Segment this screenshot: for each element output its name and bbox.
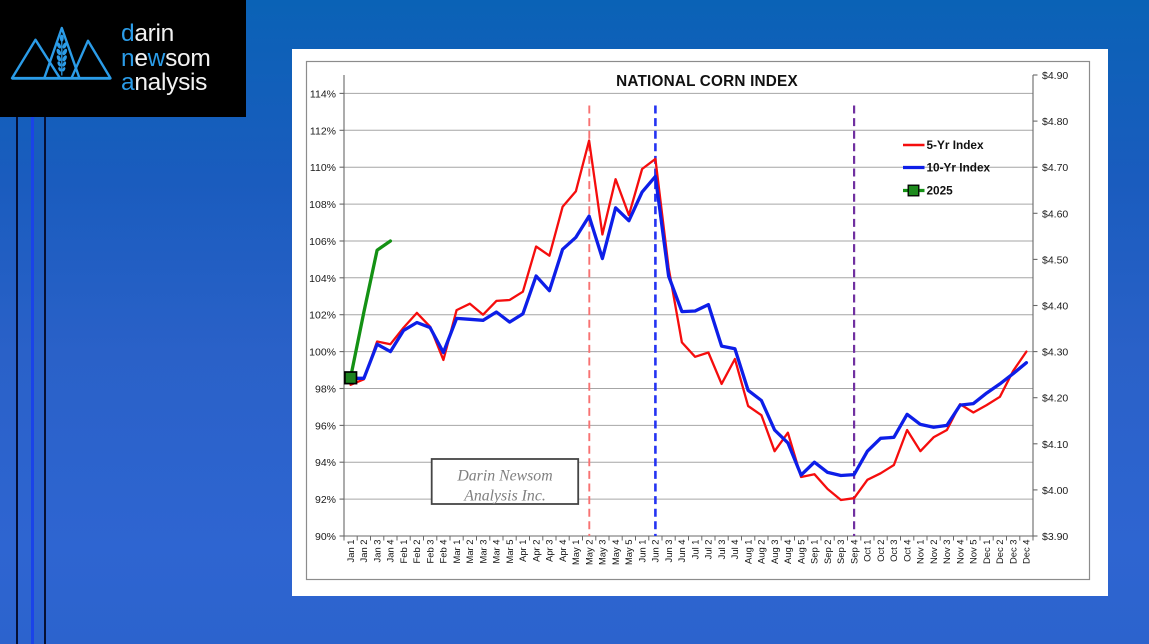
- svg-text:Jul 3: Jul 3: [716, 540, 727, 560]
- svg-text:$4.40: $4.40: [1042, 301, 1068, 313]
- svg-text:Sep 4: Sep 4: [848, 540, 859, 565]
- svg-text:Jun 2: Jun 2: [650, 540, 661, 563]
- svg-text:Jan 1: Jan 1: [345, 540, 356, 563]
- svg-text:2025: 2025: [927, 184, 954, 198]
- svg-text:$4.60: $4.60: [1042, 208, 1068, 220]
- svg-text:96%: 96%: [315, 420, 336, 432]
- svg-text:$4.10: $4.10: [1042, 439, 1068, 451]
- svg-text:Feb 4: Feb 4: [438, 540, 449, 564]
- svg-text:90%: 90%: [315, 531, 336, 543]
- svg-text:98%: 98%: [315, 384, 336, 396]
- svg-text:92%: 92%: [315, 494, 336, 506]
- svg-text:$4.80: $4.80: [1042, 116, 1068, 128]
- svg-text:106%: 106%: [309, 236, 336, 248]
- svg-text:Aug 1: Aug 1: [742, 540, 753, 565]
- svg-text:Sep 1: Sep 1: [809, 540, 820, 565]
- svg-text:Feb 3: Feb 3: [424, 540, 435, 564]
- svg-text:Jan 3: Jan 3: [371, 540, 382, 563]
- svg-text:Apr 3: Apr 3: [544, 540, 555, 562]
- svg-text:$4.00: $4.00: [1042, 485, 1068, 497]
- svg-text:Aug 5: Aug 5: [795, 540, 806, 565]
- svg-text:Oct 4: Oct 4: [901, 540, 912, 562]
- svg-text:$3.90: $3.90: [1042, 531, 1068, 543]
- svg-text:Nov 2: Nov 2: [928, 540, 939, 565]
- svg-text:108%: 108%: [309, 199, 336, 211]
- svg-text:112%: 112%: [310, 125, 336, 137]
- svg-text:May 4: May 4: [610, 540, 621, 566]
- svg-text:Sep 3: Sep 3: [835, 540, 846, 565]
- svg-text:May 1: May 1: [570, 540, 581, 566]
- svg-text:$4.30: $4.30: [1042, 347, 1068, 359]
- svg-text:Aug 4: Aug 4: [782, 540, 793, 565]
- svg-text:Jul 1: Jul 1: [689, 540, 700, 560]
- svg-text:Nov 1: Nov 1: [915, 540, 926, 565]
- svg-text:May 3: May 3: [597, 540, 608, 566]
- svg-text:Apr 2: Apr 2: [530, 540, 541, 562]
- svg-text:Mar 2: Mar 2: [464, 540, 475, 564]
- svg-text:$4.50: $4.50: [1042, 254, 1068, 266]
- svg-text:Aug 3: Aug 3: [769, 540, 780, 565]
- svg-text:Oct 1: Oct 1: [862, 540, 873, 562]
- svg-text:Feb 2: Feb 2: [411, 540, 422, 564]
- svg-text:Jul 4: Jul 4: [729, 540, 740, 560]
- svg-text:Feb 1: Feb 1: [398, 540, 409, 564]
- svg-text:May 5: May 5: [623, 540, 634, 566]
- svg-text:Mar 1: Mar 1: [451, 540, 462, 564]
- svg-text:94%: 94%: [315, 457, 336, 469]
- svg-text:Sep 2: Sep 2: [822, 540, 833, 565]
- svg-text:Dec 3: Dec 3: [1007, 540, 1018, 565]
- svg-text:Nov 3: Nov 3: [941, 540, 952, 565]
- svg-text:114%: 114%: [310, 88, 336, 100]
- svg-text:104%: 104%: [309, 273, 336, 285]
- svg-text:Mar 5: Mar 5: [504, 540, 515, 564]
- svg-text:5-Yr Index: 5-Yr Index: [927, 138, 984, 152]
- svg-text:May 2: May 2: [583, 540, 594, 566]
- svg-text:Jan 4: Jan 4: [385, 540, 396, 563]
- svg-text:Dec 2: Dec 2: [994, 540, 1005, 565]
- svg-text:Nov 5: Nov 5: [968, 540, 979, 565]
- svg-text:Mar 3: Mar 3: [477, 540, 488, 564]
- svg-text:Jun 3: Jun 3: [663, 540, 674, 563]
- svg-text:Nov 4: Nov 4: [954, 540, 965, 565]
- svg-text:Dec 1: Dec 1: [981, 540, 992, 565]
- svg-text:Apr 1: Apr 1: [517, 540, 528, 562]
- svg-text:Oct 2: Oct 2: [875, 540, 886, 562]
- svg-text:$4.20: $4.20: [1042, 393, 1068, 405]
- svg-text:$4.90: $4.90: [1042, 70, 1068, 82]
- svg-text:Aug 2: Aug 2: [756, 540, 767, 565]
- svg-text:$4.70: $4.70: [1042, 162, 1068, 174]
- svg-text:Jan 2: Jan 2: [358, 540, 369, 563]
- svg-text:110%: 110%: [310, 162, 336, 174]
- svg-text:Oct 3: Oct 3: [888, 540, 899, 562]
- svg-text:Jun 4: Jun 4: [676, 540, 687, 563]
- svg-text:Dec 4: Dec 4: [1021, 540, 1032, 565]
- svg-text:Jul 2: Jul 2: [703, 540, 714, 560]
- svg-text:Apr 4: Apr 4: [557, 540, 568, 562]
- svg-text:10-Yr Index: 10-Yr Index: [927, 161, 991, 175]
- svg-text:Mar 4: Mar 4: [491, 540, 502, 564]
- svg-text:Analysis Inc.: Analysis Inc.: [463, 488, 546, 505]
- svg-text:102%: 102%: [309, 310, 336, 322]
- svg-text:100%: 100%: [309, 347, 336, 359]
- svg-text:Darin Newsom: Darin Newsom: [456, 468, 552, 485]
- svg-text:Jun 1: Jun 1: [636, 540, 647, 563]
- svg-text:NATIONAL CORN INDEX: NATIONAL CORN INDEX: [616, 73, 798, 90]
